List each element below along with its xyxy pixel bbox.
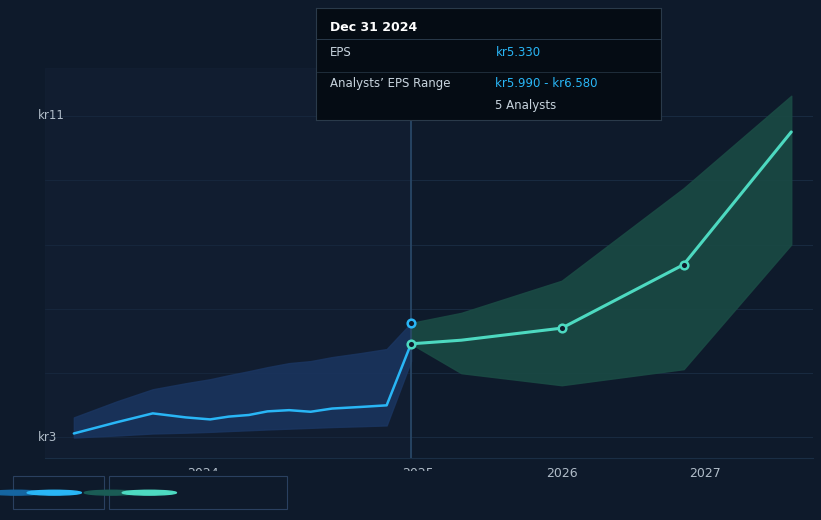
- Text: kr5.990 - kr6.580: kr5.990 - kr6.580: [495, 77, 598, 90]
- Bar: [45, 68, 411, 458]
- Circle shape: [122, 490, 177, 495]
- Text: Analysts' EPS Range: Analysts' EPS Range: [158, 486, 278, 499]
- FancyBboxPatch shape: [13, 476, 104, 510]
- Text: Dec 31 2024: Dec 31 2024: [330, 21, 417, 34]
- Text: kr5.330: kr5.330: [495, 46, 540, 59]
- Circle shape: [27, 490, 81, 495]
- Text: EPS: EPS: [330, 46, 351, 59]
- Text: Analysts Forecasts: Analysts Forecasts: [420, 90, 523, 100]
- Text: 5 Analysts: 5 Analysts: [495, 99, 557, 112]
- Text: Actual: Actual: [368, 90, 402, 100]
- FancyBboxPatch shape: [109, 476, 287, 510]
- Text: Analysts’ EPS Range: Analysts’ EPS Range: [330, 77, 451, 90]
- Circle shape: [0, 490, 44, 495]
- Circle shape: [85, 490, 139, 495]
- Text: kr11: kr11: [38, 109, 65, 122]
- Text: EPS: EPS: [65, 486, 86, 499]
- Text: kr3: kr3: [38, 431, 57, 444]
